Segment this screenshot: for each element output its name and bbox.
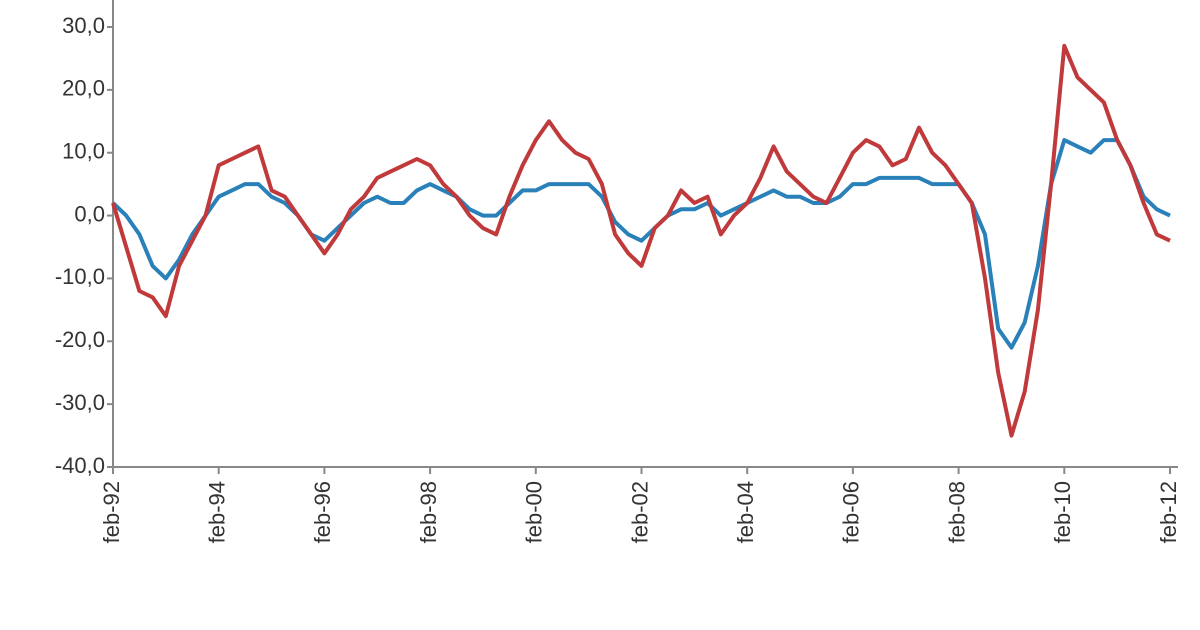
y-tick-label: -10,0 bbox=[55, 264, 105, 289]
y-tick-label: 0,0 bbox=[74, 201, 105, 226]
x-tick-label: feb-06 bbox=[839, 481, 864, 543]
x-tick-label: feb-98 bbox=[416, 481, 441, 543]
y-tick-label: -30,0 bbox=[55, 390, 105, 415]
x-tick-label: feb-96 bbox=[310, 481, 335, 543]
x-tick-label: feb-92 bbox=[99, 481, 124, 543]
x-tick-label: feb-08 bbox=[944, 481, 969, 543]
x-tick-label: feb-04 bbox=[733, 481, 758, 543]
y-tick-label: 30,0 bbox=[62, 13, 105, 38]
x-tick-label: feb-00 bbox=[522, 481, 547, 543]
x-tick-label: feb-10 bbox=[1050, 481, 1075, 543]
y-tick-label: -40,0 bbox=[55, 453, 105, 478]
y-tick-label: 10,0 bbox=[62, 139, 105, 164]
y-tick-label: -20,0 bbox=[55, 327, 105, 352]
y-tick-label: 20,0 bbox=[62, 76, 105, 101]
x-tick-label: feb-94 bbox=[205, 481, 230, 543]
x-tick-label: feb-12 bbox=[1156, 481, 1181, 543]
series-line bbox=[111, 43, 1171, 438]
x-tick-label: feb-02 bbox=[627, 481, 652, 543]
series-line bbox=[111, 138, 1171, 350]
